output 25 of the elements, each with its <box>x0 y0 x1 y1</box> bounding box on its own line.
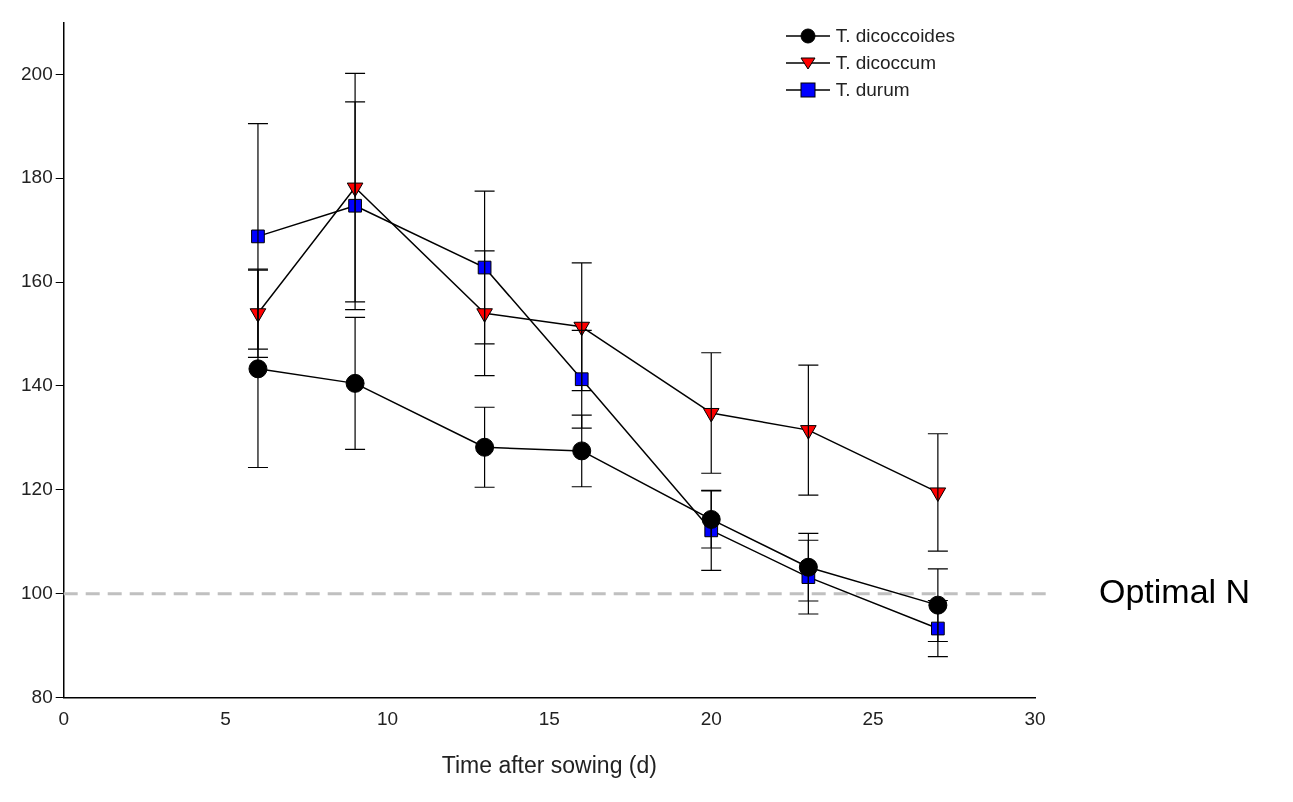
y-tick-label: 120 <box>21 478 53 500</box>
y-tick-label: 100 <box>21 581 53 603</box>
y-tick-label: 200 <box>21 62 53 84</box>
legend-label: T. dicoccoides <box>835 24 955 47</box>
x-tick-label: 5 <box>220 708 231 730</box>
y-tick-label: 80 <box>31 685 53 707</box>
legend-label: T. durum <box>835 78 910 101</box>
point <box>798 557 818 577</box>
y-tick-label: 180 <box>21 166 53 188</box>
x-tick-label: 15 <box>538 708 560 730</box>
point <box>477 260 492 275</box>
y-tick-label: 140 <box>21 374 53 396</box>
ref-line-label: Optimal N <box>1099 572 1251 611</box>
legend-label: T. dicoccum <box>835 51 936 74</box>
x-axis-title: Time after sowing (d) <box>441 751 657 778</box>
point <box>701 509 721 529</box>
x-tick-label: 30 <box>1024 708 1046 730</box>
x-tick-label: 10 <box>376 708 399 730</box>
point <box>475 437 495 457</box>
point <box>574 372 589 387</box>
x-tick-label: 20 <box>700 708 722 730</box>
point <box>572 441 592 461</box>
y-tick-label: 160 <box>21 270 53 292</box>
x-tick-label: 25 <box>862 708 884 730</box>
x-tick-label: 0 <box>58 708 69 730</box>
